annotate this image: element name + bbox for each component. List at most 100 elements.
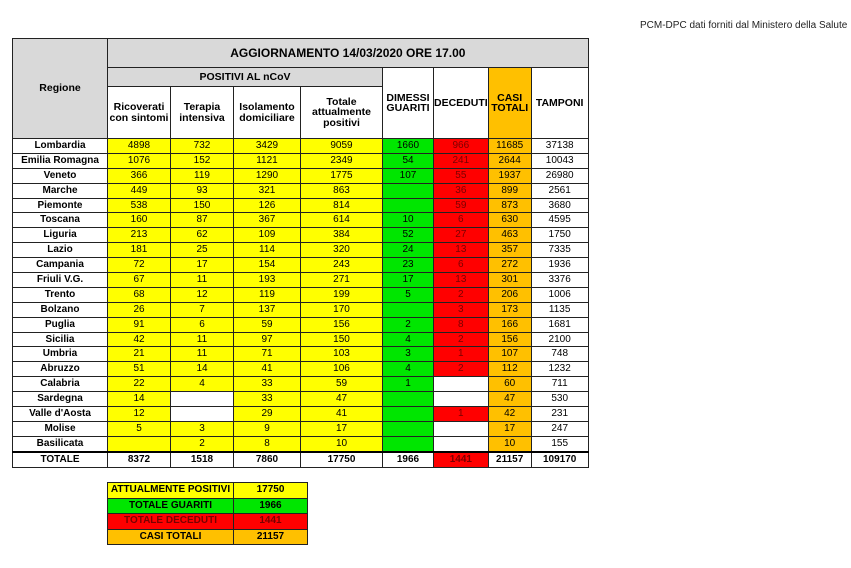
data-cell: 33: [233, 391, 301, 408]
summary-label: CASI TOTALI: [107, 528, 234, 545]
data-cell: 748: [530, 346, 589, 363]
data-cell: 47: [300, 391, 383, 408]
data-cell: 71: [233, 346, 301, 363]
data-cell: 59: [233, 316, 301, 333]
data-row: Campania 72 17 154 243 23 6 272 1936: [12, 257, 589, 274]
data-cell: 1775: [300, 167, 383, 184]
data-cell: 899: [487, 182, 532, 199]
data-cell: 152: [170, 152, 234, 169]
data-row: Emilia Romagna 1076 152 1121 2349 54 241 2644 10…: [12, 152, 589, 169]
data-row: Calabria 22 4 33 59 1 60 711: [12, 376, 589, 393]
data-cell: 1936: [530, 257, 589, 274]
region-name: Friuli V.G.: [12, 272, 108, 288]
region-name: Umbria: [12, 346, 108, 363]
total-cell: 109170: [530, 450, 589, 468]
data-cell: 68: [107, 286, 171, 303]
data-cell: 12: [107, 406, 171, 422]
data-cell: 4: [382, 331, 434, 348]
data-cell: 1232: [530, 361, 589, 378]
data-cell: 1: [382, 376, 434, 393]
data-cell: 1: [433, 346, 489, 363]
data-cell: 62: [170, 227, 234, 244]
data-cell: 137: [233, 301, 301, 318]
region-name: Emilia Romagna: [12, 152, 108, 169]
data-cell: 8: [433, 316, 489, 333]
data-row: Bolzano 26 7 137 170 3 173 1135: [12, 301, 589, 318]
data-cell: 357: [487, 242, 532, 259]
data-cell: 114: [233, 242, 301, 259]
data-cell: 3: [382, 346, 434, 363]
data-cell: 27: [433, 227, 489, 244]
header-row: Ricoverati con sintomi Terapia intensiva I…: [13, 86, 589, 139]
data-cell: 3: [170, 420, 234, 437]
data-cell: [433, 420, 489, 437]
data-cell: 1937: [487, 167, 532, 184]
data-cell: 271: [300, 272, 383, 288]
table-title: AGGIORNAMENTO 14/03/2020 ORE 17.00: [107, 38, 589, 68]
data-cell: 173: [487, 301, 532, 318]
data-cell: 150: [300, 331, 383, 348]
data-cell: 17: [300, 420, 383, 437]
data-cell: 4898: [107, 138, 171, 154]
region-name: Lazio: [12, 242, 108, 259]
data-cell: 10: [300, 435, 383, 453]
summary-value: 1966: [233, 497, 308, 514]
data-row: Lombardia 4898 732 3429 9059 1660 966 11685 3713…: [12, 138, 589, 154]
data-cell: [107, 435, 171, 453]
data-cell: 213: [107, 227, 171, 244]
data-cell: 155: [530, 435, 589, 453]
data-cell: 1: [433, 406, 489, 422]
data-cell: 37138: [530, 138, 589, 154]
data-cell: 873: [487, 197, 532, 214]
data-cell: [382, 420, 434, 437]
data-cell: 2100: [530, 331, 589, 348]
data-cell: 863: [300, 182, 383, 199]
data-cell: 241: [433, 152, 489, 169]
data-cell: 2: [170, 435, 234, 453]
region-name: Trento: [12, 286, 108, 303]
data-cell: 5: [382, 286, 434, 303]
data-cell: 160: [107, 212, 171, 229]
data-cell: 6: [433, 257, 489, 274]
data-cell: 231: [530, 406, 589, 422]
data-row: Sardegna 14 33 47 47 530: [12, 391, 589, 408]
data-cell: 247: [530, 420, 589, 437]
data-cell: 1681: [530, 316, 589, 333]
data-cell: 24: [382, 242, 434, 259]
data-cell: 14: [107, 391, 171, 408]
region-name: Puglia: [12, 316, 108, 333]
data-cell: 26: [107, 301, 171, 318]
main-table: Regione AGGIORNAMENTO 14/03/2020 ORE 17.0…: [12, 38, 589, 468]
summary-value: 21157: [233, 528, 308, 545]
data-cell: [382, 406, 434, 422]
data-cell: 732: [170, 138, 234, 154]
data-cell: 33: [233, 376, 301, 393]
data-row: Sicilia 42 11 97 150 4 2 156 2100: [12, 331, 589, 348]
data-cell: 2: [433, 361, 489, 378]
data-cell: 107: [487, 346, 532, 363]
data-cell: 156: [300, 316, 383, 333]
header-row: Regione AGGIORNAMENTO 14/03/2020 ORE 17.0…: [12, 38, 589, 139]
data-cell: 59: [300, 376, 383, 393]
data-row: Toscana 160 87 367 614 10 6 630 4595: [12, 212, 589, 229]
column-header: DIMESSI GUARITI: [382, 67, 434, 139]
data-cell: 21: [107, 346, 171, 363]
data-cell: 36: [433, 182, 489, 199]
data-row: Umbria 21 11 71 103 3 1 107 748: [12, 346, 589, 363]
data-cell: 2: [382, 316, 434, 333]
data-row: Veneto 366 119 1290 1775 107 55 1937 26980: [12, 167, 589, 184]
data-cell: 7: [170, 301, 234, 318]
data-cell: 3680: [530, 197, 589, 214]
data-cell: [170, 406, 234, 422]
region-name: Lombardia: [12, 138, 108, 154]
data-cell: 14: [170, 361, 234, 378]
data-row: Marche 449 93 321 863 36 899 2561: [12, 182, 589, 199]
total-cell: 21157: [487, 450, 532, 468]
data-cell: 10: [382, 212, 434, 229]
total-cell: 1441: [433, 450, 489, 468]
data-cell: 59: [433, 197, 489, 214]
data-cell: 41: [233, 361, 301, 378]
data-cell: 166: [487, 316, 532, 333]
data-row: Molise 5 3 9 17 17 247: [12, 420, 589, 437]
